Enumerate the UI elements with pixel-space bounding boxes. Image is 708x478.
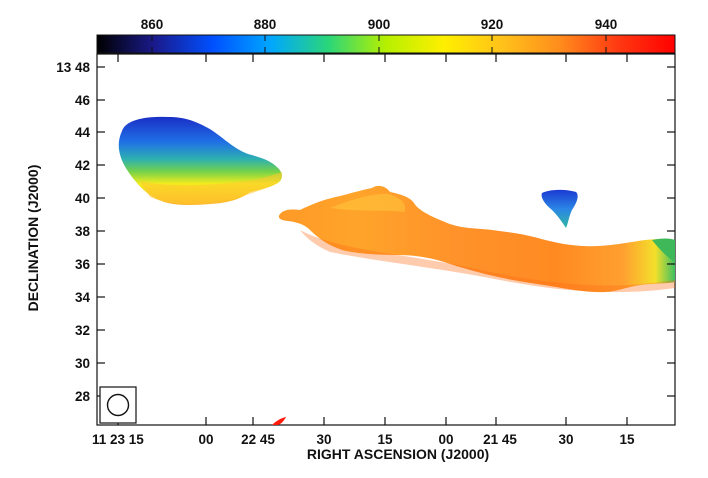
emission-region-compact: [541, 189, 578, 228]
x-tick-label: 22 45: [241, 432, 275, 447]
x-tick-label: 00: [198, 432, 213, 447]
emission-region-east-edge: [652, 238, 675, 262]
x-tick-label: 11 23 15: [92, 432, 144, 447]
y-tick-label: 36: [75, 257, 91, 272]
x-tick-label: 30: [316, 432, 331, 447]
y-tick-label: 46: [75, 93, 91, 108]
emission-region-main-shade: [300, 230, 675, 293]
colorbar-tick-label: 880: [254, 17, 277, 32]
x-axis-ticks-top: [117, 54, 628, 62]
x-axis-label: RIGHT ASCENSION (J2000): [307, 446, 489, 462]
colorbar: [96, 34, 676, 54]
beam-box: [99, 386, 137, 424]
x-tick-label: 00: [438, 432, 453, 447]
x-axis-ticks: 11 23 15 00 22 45 30 15 00 21 45 30 15: [92, 417, 635, 447]
emission-region-northwest-shade: [140, 172, 283, 205]
y-tick-label: 13 48: [56, 60, 90, 75]
emission-map: [118, 116, 675, 293]
x-tick-label: 21 45: [483, 432, 517, 447]
emission-region-main: [278, 185, 675, 293]
colorbar-tick-label: 860: [141, 17, 164, 32]
colorbar-tick-label: 920: [481, 17, 504, 32]
x-tick-label: 30: [558, 432, 573, 447]
y-tick-label: 42: [75, 158, 90, 173]
colorbar-tick-label: 900: [368, 17, 391, 32]
y-tick-label: 28: [75, 389, 91, 404]
y-tick-label: 34: [75, 290, 91, 305]
y-tick-label: 30: [75, 356, 90, 371]
x-tick-label: 15: [619, 432, 635, 447]
colorbar-tick-label: 940: [595, 17, 618, 32]
y-axis-ticks-right: [667, 66, 675, 397]
colorbar-ticks: 860 880 900 920 940: [141, 17, 618, 53]
y-axis-label: DECLINATION (J2000): [25, 165, 41, 312]
y-tick-label: 32: [75, 323, 90, 338]
y-axis-ticks: 13 48 46 44 42 40 38 36 34 32 30 28: [56, 60, 105, 404]
emission-feature-south: [272, 417, 286, 425]
x-tick-label: 15: [377, 432, 393, 447]
y-tick-label: 38: [75, 224, 91, 239]
emission-region-main-highlight: [330, 193, 406, 212]
y-tick-label: 40: [75, 191, 90, 206]
y-tick-label: 44: [75, 125, 91, 140]
beam-ellipse-icon: [106, 393, 130, 417]
